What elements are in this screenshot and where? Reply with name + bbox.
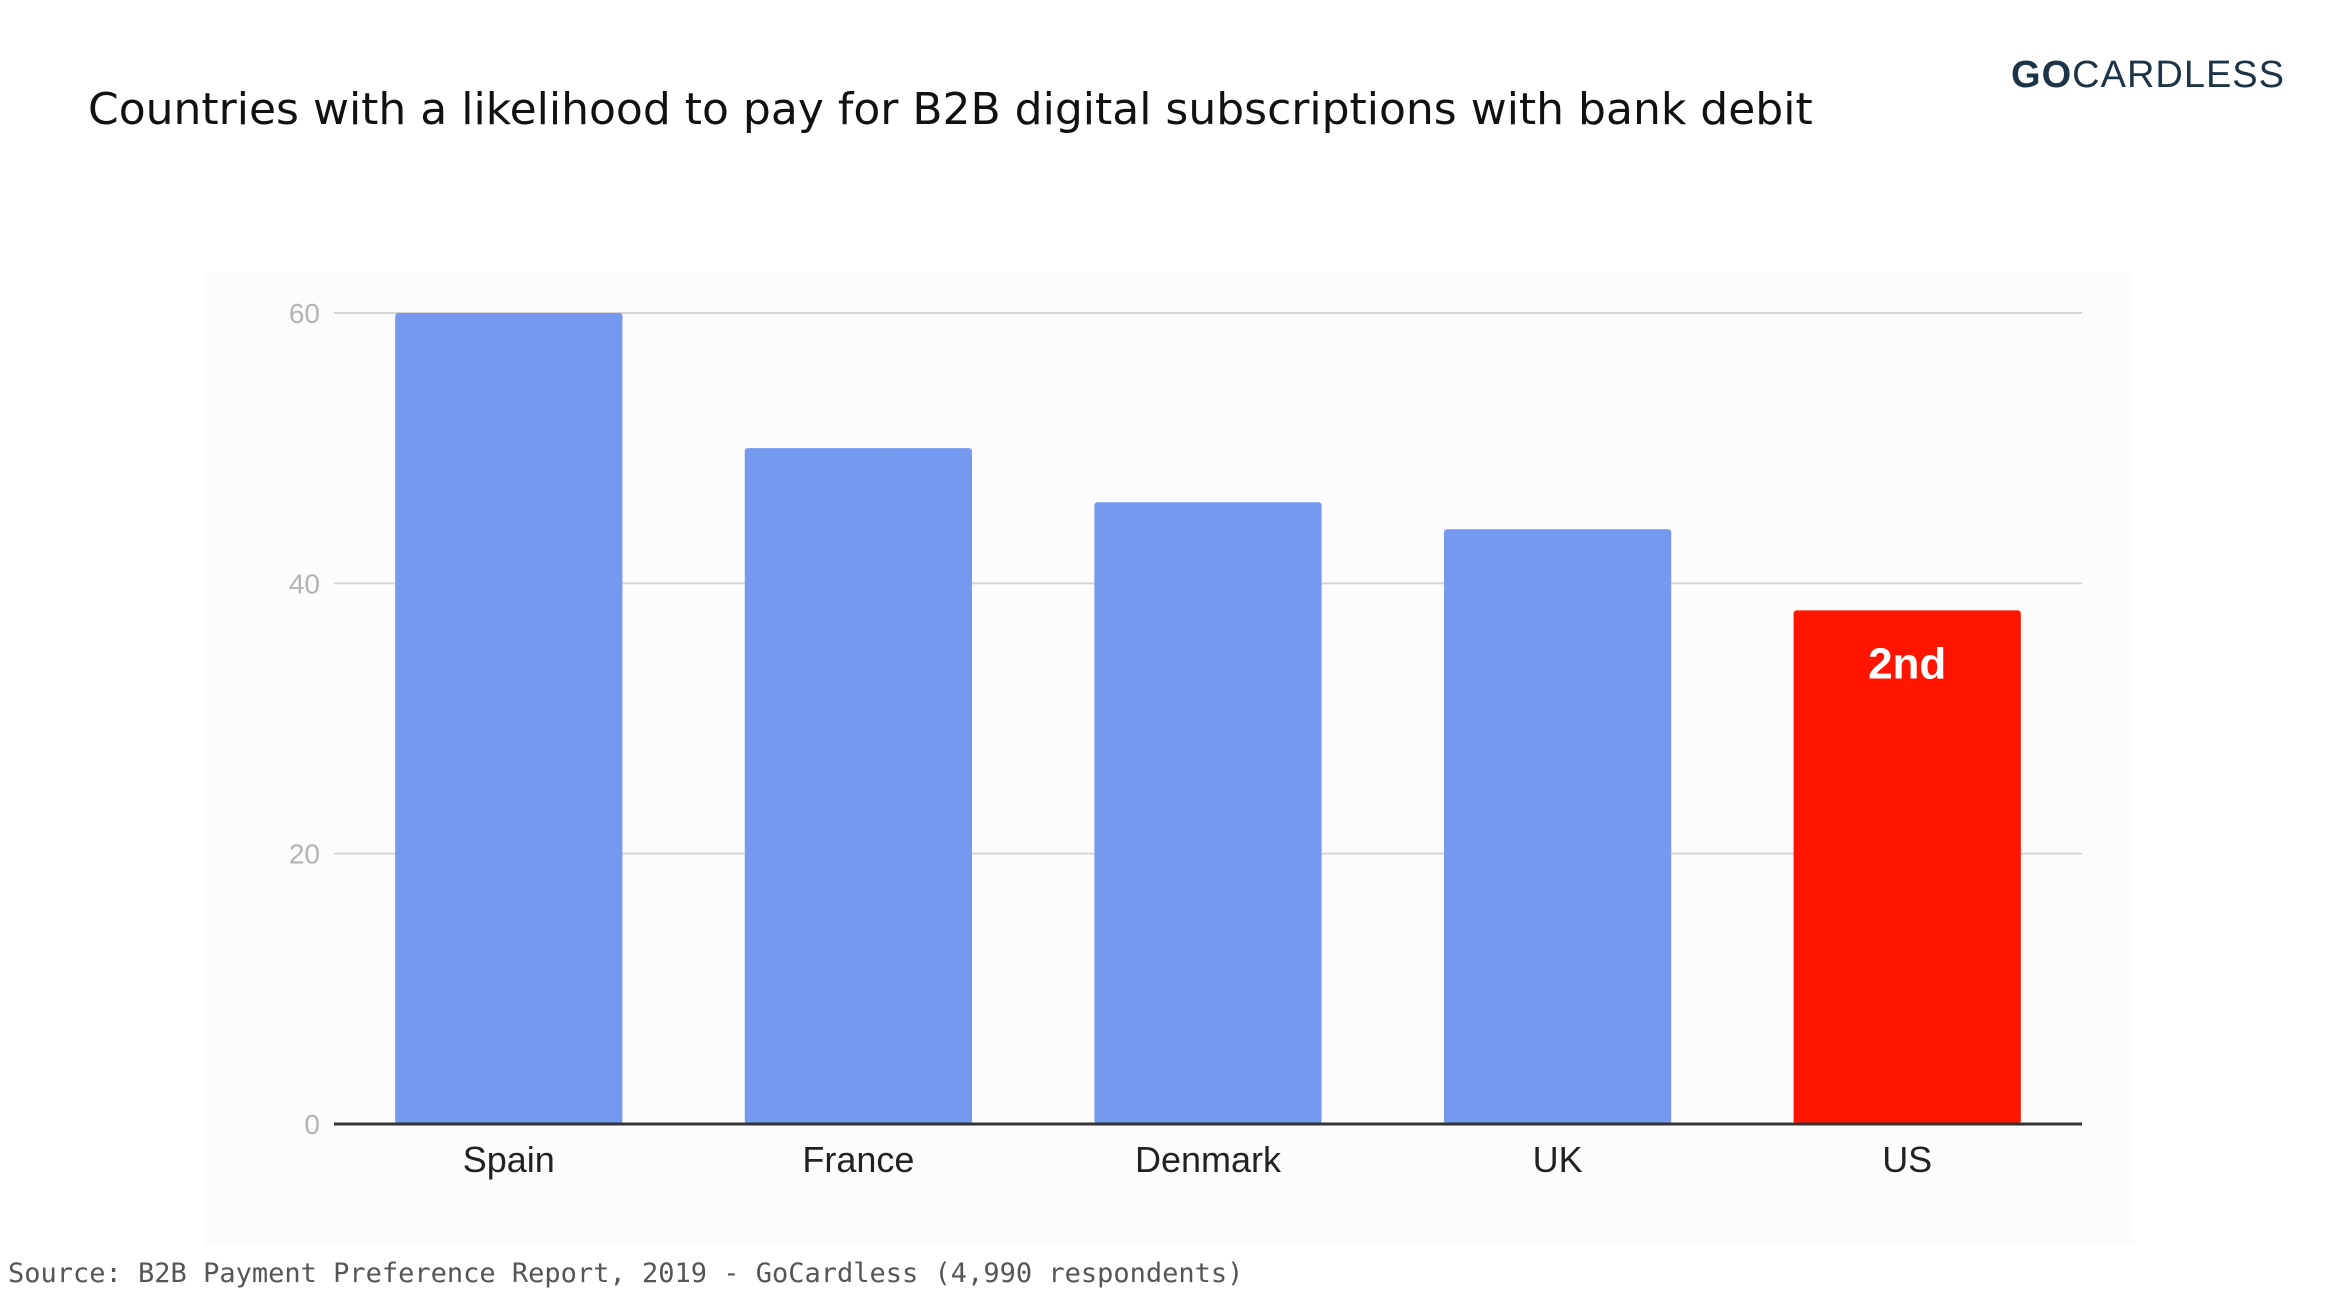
bar-france (744, 448, 973, 1124)
bar-uk (1443, 529, 1672, 1124)
gocardless-logo: GOCARDLESS (2011, 54, 2285, 97)
bar-annotation: 2nd (1868, 639, 1946, 688)
logo-suffix: CARDLESS (2072, 54, 2285, 96)
bar-chart: 0 20 40 60 Spain France Denmark UK US 2nd (289, 298, 2082, 1180)
y-tick-label: 0 (304, 1109, 320, 1140)
chart-panel: 0 20 40 60 Spain France Denmark UK US 2nd (204, 273, 2134, 1245)
bar-denmark (1094, 502, 1322, 1124)
x-tick-label: UK (1533, 1139, 1583, 1180)
y-tick-label: 40 (289, 568, 320, 599)
chart-title: Countries with a likelihood to pay for B… (88, 84, 1813, 135)
x-tick-label: US (1882, 1139, 1932, 1180)
x-tick-label: Spain (463, 1139, 555, 1180)
y-tick-label: 60 (289, 298, 320, 329)
bar-us (1793, 610, 2021, 1124)
x-tick-label: France (802, 1139, 914, 1180)
logo-prefix: GO (2011, 54, 2073, 96)
source-note: Source: B2B Payment Preference Report, 2… (8, 1258, 1244, 1289)
y-tick-label: 20 (289, 839, 320, 870)
x-tick-label: Denmark (1135, 1139, 1282, 1180)
bar-spain (395, 313, 623, 1124)
